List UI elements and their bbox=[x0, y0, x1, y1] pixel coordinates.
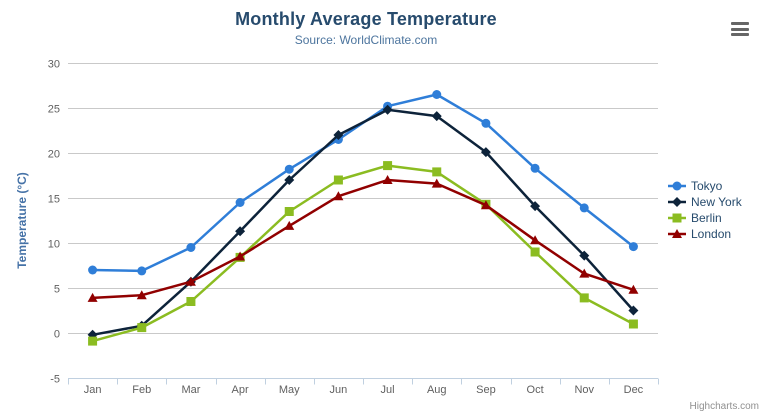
data-point-london[interactable] bbox=[480, 200, 491, 210]
legend-marker-shape[interactable] bbox=[672, 229, 682, 238]
x-axis-category-label: Feb bbox=[132, 384, 151, 396]
x-axis-category-label: Jan bbox=[84, 384, 102, 396]
data-point-new-york[interactable] bbox=[480, 147, 491, 158]
series-line-berlin bbox=[91, 164, 635, 343]
data-point-london[interactable] bbox=[530, 235, 541, 245]
chart-subtitle: Source: WorldClimate.com bbox=[294, 33, 438, 47]
hamburger-icon bbox=[731, 33, 749, 36]
data-point-london[interactable] bbox=[628, 284, 639, 294]
y-axis-tick-label: 0 bbox=[54, 329, 60, 341]
legend-marker-diamond-icon bbox=[668, 197, 686, 207]
x-axis-category-label: Oct bbox=[527, 384, 544, 396]
legend-marker-shape[interactable] bbox=[672, 181, 682, 191]
y-axis-tick-label: 15 bbox=[48, 194, 60, 206]
hamburger-icon bbox=[731, 22, 749, 25]
series-line-tokyo bbox=[91, 93, 635, 273]
data-point-london[interactable] bbox=[333, 191, 344, 201]
data-point-berlin[interactable] bbox=[432, 167, 442, 177]
legend-marker-shape[interactable] bbox=[672, 213, 682, 223]
data-point-new-york[interactable] bbox=[382, 104, 393, 115]
chart-title: Monthly Average Temperature bbox=[235, 9, 497, 29]
data-point-tokyo[interactable] bbox=[186, 243, 196, 252]
data-point-tokyo[interactable] bbox=[235, 198, 245, 207]
legend-item-tokyo[interactable]: Tokyo bbox=[668, 178, 742, 194]
data-point-london[interactable] bbox=[382, 175, 393, 184]
y-axis-tick-label: 25 bbox=[48, 104, 60, 116]
x-axis-category-label: Aug bbox=[427, 384, 447, 396]
data-point-tokyo[interactable] bbox=[432, 90, 442, 99]
data-point-tokyo[interactable] bbox=[88, 265, 98, 275]
data-point-new-york[interactable] bbox=[333, 130, 344, 140]
legend-label: Berlin bbox=[691, 211, 722, 225]
data-point-new-york[interactable] bbox=[579, 250, 590, 261]
data-point-tokyo[interactable] bbox=[579, 203, 589, 213]
x-axis-category-label: Dec bbox=[624, 384, 644, 396]
data-point-london[interactable] bbox=[431, 178, 442, 188]
data-point-tokyo[interactable] bbox=[137, 266, 147, 276]
data-point-berlin[interactable] bbox=[579, 293, 589, 303]
x-axis-category-label: Apr bbox=[232, 384, 249, 396]
data-point-berlin[interactable] bbox=[383, 161, 393, 171]
data-point-berlin[interactable] bbox=[530, 247, 540, 257]
data-point-berlin[interactable] bbox=[186, 297, 196, 306]
x-axis-category-label: May bbox=[279, 384, 300, 396]
data-point-new-york[interactable] bbox=[284, 175, 295, 185]
legend-item-new-york[interactable]: New York bbox=[668, 194, 742, 210]
series-line-new-york bbox=[91, 108, 635, 337]
credits-link[interactable]: Highcharts.com bbox=[689, 401, 759, 412]
data-point-new-york[interactable] bbox=[530, 201, 541, 212]
data-point-london[interactable] bbox=[185, 276, 196, 286]
legend-marker-square-icon bbox=[668, 213, 686, 223]
data-point-tokyo[interactable] bbox=[481, 118, 491, 128]
data-point-tokyo[interactable] bbox=[284, 164, 294, 174]
data-point-london[interactable] bbox=[284, 220, 295, 230]
legend-item-london[interactable]: London bbox=[668, 226, 742, 242]
hamburger-icon bbox=[731, 27, 749, 31]
legend-label: Tokyo bbox=[691, 179, 723, 193]
x-axis-category-label: Jun bbox=[330, 384, 348, 396]
data-point-berlin[interactable] bbox=[628, 319, 638, 329]
legend-marker-triangle-icon bbox=[668, 229, 686, 238]
data-point-berlin[interactable] bbox=[137, 323, 147, 333]
x-axis-category-label: Nov bbox=[574, 384, 594, 396]
x-axis-category-label: Mar bbox=[181, 384, 200, 396]
legend-label: London bbox=[691, 227, 732, 241]
legend-marker-circle-icon bbox=[668, 181, 686, 191]
data-point-london[interactable] bbox=[579, 268, 590, 278]
data-point-new-york[interactable] bbox=[235, 226, 246, 237]
series-line-london bbox=[91, 178, 635, 300]
legend: Tokyo New York Berlin London bbox=[668, 178, 742, 242]
y-axis-tick-label: 10 bbox=[48, 239, 60, 251]
y-axis-tick-label: -5 bbox=[50, 374, 60, 386]
data-point-london[interactable] bbox=[235, 251, 246, 261]
export-menu-button[interactable] bbox=[731, 22, 749, 36]
data-point-berlin[interactable] bbox=[284, 207, 294, 216]
data-point-berlin[interactable] bbox=[88, 336, 98, 346]
y-axis-tick-label: 30 bbox=[48, 59, 60, 71]
legend-marker-shape[interactable] bbox=[672, 197, 682, 207]
legend-label: New York bbox=[691, 195, 742, 209]
y-axis-title: Temperature (°C) bbox=[15, 172, 29, 269]
legend-item-berlin[interactable]: Berlin bbox=[668, 210, 742, 226]
y-axis-tick-label: 20 bbox=[48, 149, 60, 161]
data-point-tokyo[interactable] bbox=[628, 242, 638, 252]
x-axis-category-label: Jul bbox=[381, 384, 395, 396]
data-point-berlin[interactable] bbox=[333, 175, 343, 185]
data-point-new-york[interactable] bbox=[431, 111, 442, 122]
y-axis-tick-label: 5 bbox=[54, 284, 60, 296]
data-point-tokyo[interactable] bbox=[530, 163, 540, 173]
data-point-london[interactable] bbox=[136, 290, 147, 300]
data-point-new-york[interactable] bbox=[628, 305, 639, 316]
data-point-london[interactable] bbox=[87, 292, 98, 302]
x-axis-category-label: Sep bbox=[476, 384, 496, 396]
